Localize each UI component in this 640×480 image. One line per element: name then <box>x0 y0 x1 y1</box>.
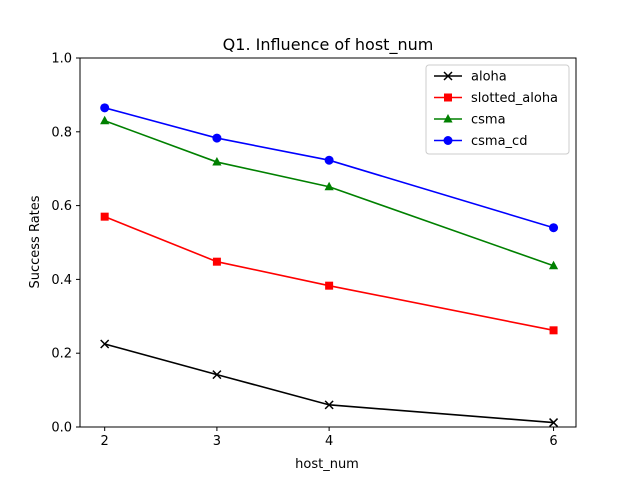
data-point-csma <box>212 157 222 166</box>
series-line-csma <box>104 119 554 267</box>
legend-marker <box>443 136 453 145</box>
legend-label: csma <box>471 113 506 128</box>
legend-label: slotted_aloha <box>471 91 558 106</box>
data-point-slotted_aloha <box>325 281 334 290</box>
legend-item-csma_cd: csma_cd <box>434 134 527 149</box>
series-layer <box>100 103 559 428</box>
legend-item-csma: csma <box>434 113 506 128</box>
series-csma_cd <box>100 103 559 233</box>
series-line-csma_cd <box>104 107 554 229</box>
data-point-csma_cd <box>212 133 222 143</box>
y-tick-label: 0.2 <box>51 347 72 362</box>
y-tick-label: 1.0 <box>51 52 72 67</box>
legend-marker <box>444 93 452 102</box>
data-point-aloha <box>100 339 110 349</box>
legend-item-slotted_aloha: slotted_aloha <box>434 91 558 106</box>
data-point-csma_cd <box>549 223 559 233</box>
data-point-slotted_aloha <box>212 257 221 266</box>
x-axis-label: host_num <box>295 457 359 472</box>
legend-label: aloha <box>471 70 507 85</box>
data-point-aloha <box>549 418 559 428</box>
x-tick-label: 2 <box>101 434 109 449</box>
data-point-csma_cd <box>100 103 110 113</box>
legend-box <box>425 64 570 155</box>
legend-label: csma_cd <box>471 134 527 149</box>
series-slotted_aloha <box>100 212 558 335</box>
series-line-slotted_aloha <box>104 215 554 332</box>
ticks-layer: 2 3 4 6 0.0 0.2 0.4 0.6 0.8 1.0 <box>51 52 557 450</box>
y-tick-label: 0.8 <box>51 125 72 140</box>
plot-area-frame <box>79 57 577 428</box>
data-point-csma <box>100 115 110 125</box>
series-line-aloha <box>104 343 554 424</box>
data-point-aloha <box>212 370 222 380</box>
series-aloha <box>100 339 559 428</box>
y-axis-label: Success Rates <box>28 195 43 288</box>
data-point-aloha <box>324 400 334 410</box>
y-tick-label: 0.6 <box>51 199 72 214</box>
series-csma <box>100 115 559 270</box>
y-tick-label: 0.4 <box>51 273 72 288</box>
data-point-slotted_aloha <box>549 326 558 335</box>
y-tick-label: 0.0 <box>51 421 72 436</box>
x-tick-label: 3 <box>213 434 221 449</box>
data-point-slotted_aloha <box>100 212 109 221</box>
legend-item-aloha: aloha <box>434 70 507 85</box>
data-point-csma <box>548 260 559 270</box>
x-tick-label: 4 <box>325 434 333 449</box>
legend-marker <box>443 114 453 123</box>
data-point-csma_cd <box>324 155 334 165</box>
data-point-csma <box>324 181 334 191</box>
chart-title: Q1. Influence of host_num <box>223 35 434 55</box>
x-tick-label: 6 <box>549 434 557 449</box>
legend-marker <box>443 71 453 81</box>
